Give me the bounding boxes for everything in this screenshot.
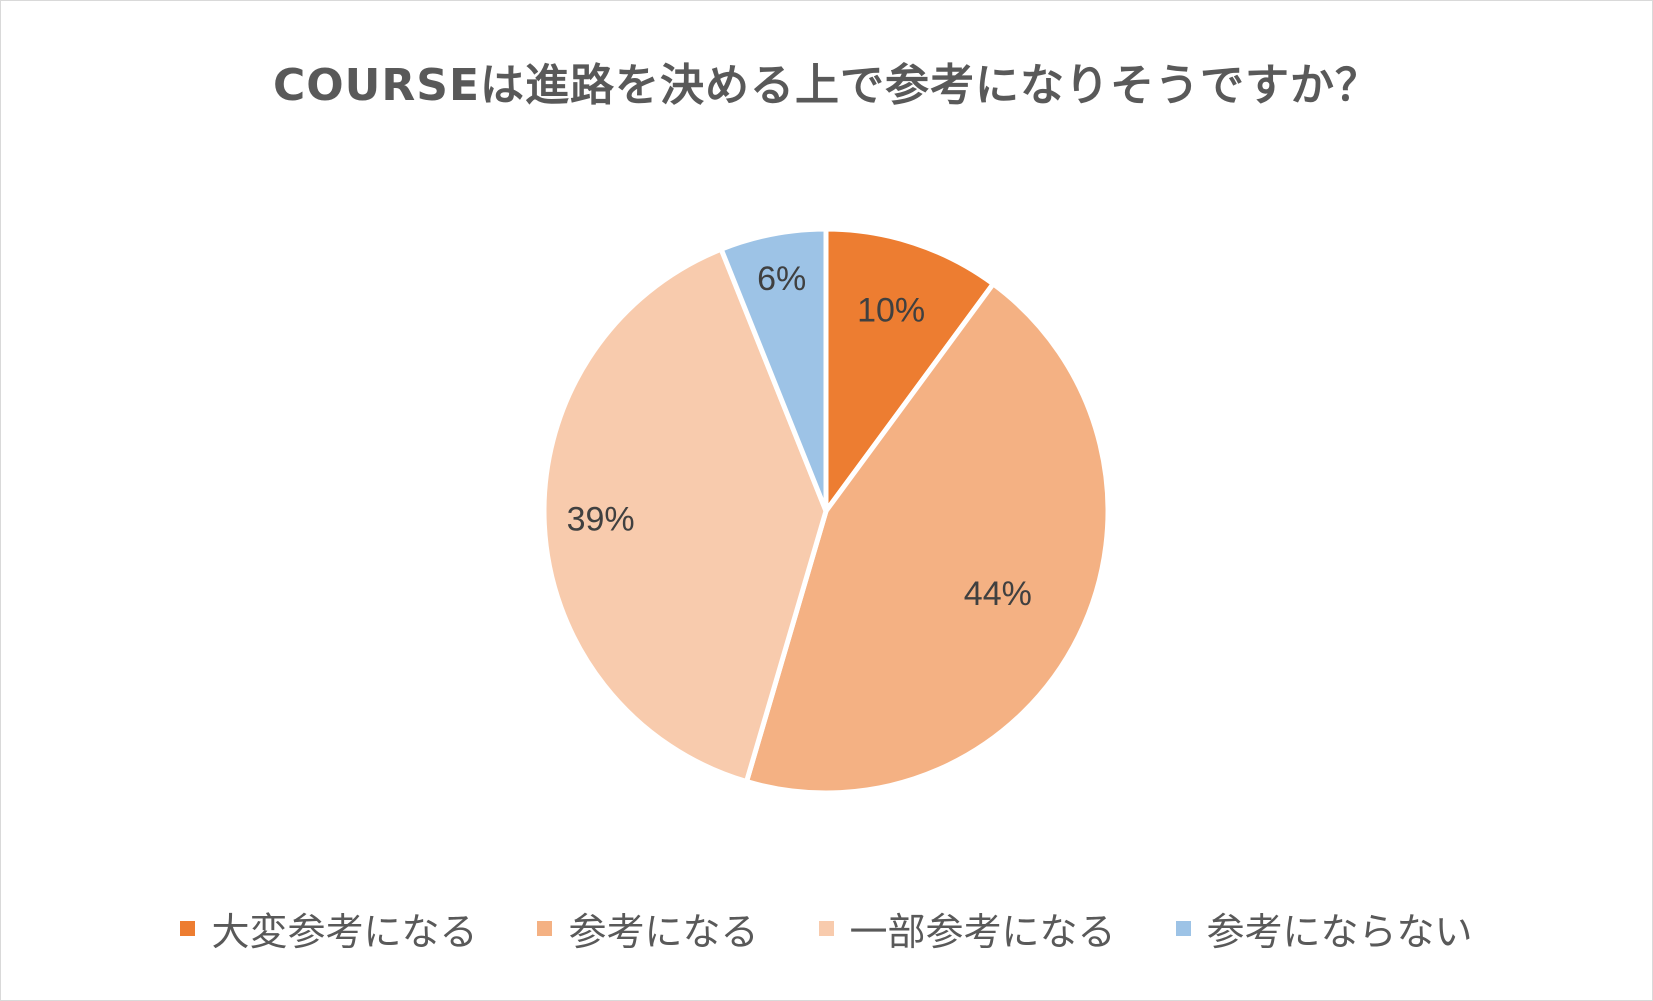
legend: 大変参考になる 参考になる 一部参考になる 参考にならない <box>1 901 1652 956</box>
pie-slice-0 <box>823 226 996 514</box>
legend-label-0: 大変参考になる <box>211 910 478 954</box>
legend-item-3: 参考にならない <box>1175 901 1473 956</box>
data-label-3: 6% <box>757 260 806 298</box>
pie-data-labels: 10% 44% 39% 6% <box>567 260 1032 613</box>
legend-swatch-2 <box>818 921 834 936</box>
legend-item-0: 大変参考になる <box>180 901 477 956</box>
data-label-0: 10% <box>857 292 925 330</box>
chart-title: COURSEは進路を決める上で参考になりそうですか？ <box>272 60 1381 111</box>
legend-swatch-1 <box>537 921 553 936</box>
data-label-1: 44% <box>964 575 1032 613</box>
data-label-2: 39% <box>567 501 635 539</box>
legend-label-3: 参考にならない <box>1206 910 1473 954</box>
legend-item-2: 一部参考になる <box>818 901 1116 956</box>
pie-slice-3 <box>718 226 829 514</box>
legend-swatch-3 <box>1175 921 1191 936</box>
legend-label-2: 一部参考になる <box>849 910 1116 954</box>
pie-slice-1 <box>744 281 1111 796</box>
legend-swatch-0 <box>180 921 196 936</box>
pie-slice-2 <box>541 246 829 785</box>
legend-item-1: 参考になる <box>537 901 759 956</box>
legend-label-1: 参考になる <box>568 910 759 954</box>
pie-slices <box>541 226 1111 796</box>
